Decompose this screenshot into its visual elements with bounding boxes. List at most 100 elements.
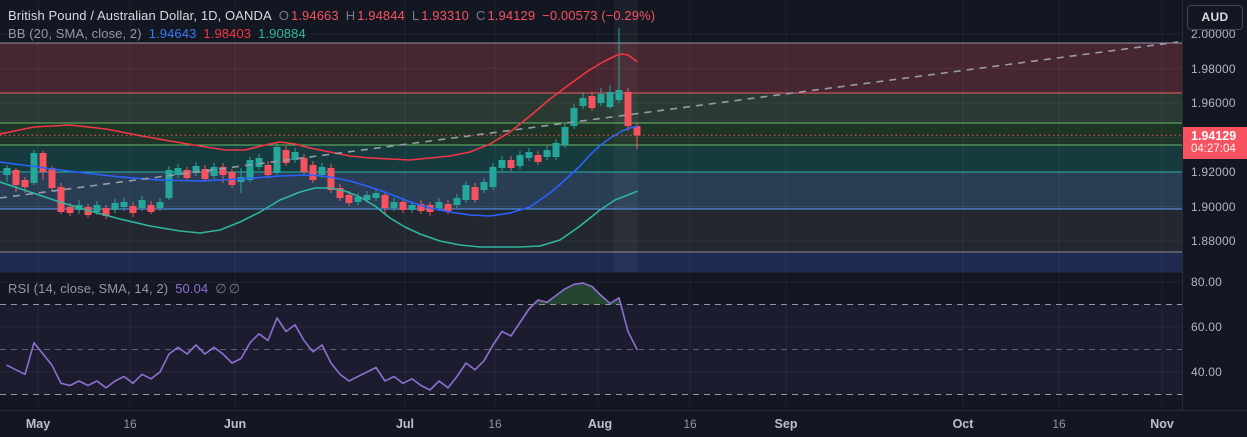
bb-legend[interactable]: BB (20, SMA, close, 2) 1.94643 1.98403 1.90…: [8, 25, 313, 42]
sr-zone-band: [0, 209, 1182, 252]
candle-body: [408, 204, 416, 211]
bar-countdown: 04:27:04: [1191, 143, 1236, 156]
candle-body: [156, 201, 164, 209]
candle-body: [255, 157, 263, 167]
candle-body: [282, 150, 290, 163]
candle-body: [165, 169, 173, 198]
candle-body: [57, 187, 65, 213]
ohlc-high-label: H: [345, 8, 356, 23]
candle-body: [381, 194, 389, 209]
candle-body: [129, 205, 137, 214]
ohlc-low-value: 1.93310: [421, 8, 469, 23]
candle-body: [264, 164, 272, 176]
price-axis-label: 1.98000: [1191, 61, 1236, 76]
rsi-chart-canvas[interactable]: [0, 273, 1182, 410]
candle-body: [399, 201, 407, 211]
candle-body: [3, 167, 11, 176]
time-axis-label: Jul: [395, 417, 415, 431]
candle-body: [345, 194, 353, 203]
candle-body: [327, 167, 335, 190]
rsi-value: 50.04: [175, 281, 209, 296]
time-axis[interactable]: May 16 Jun Jul 16 Aug 16 Sep Oct 16 Nov: [0, 410, 1247, 437]
candle-body: [588, 95, 596, 109]
candle-body: [210, 166, 218, 177]
time-axis-label: Nov: [1150, 417, 1174, 431]
candle-body: [66, 207, 74, 214]
rsi-indicator-title: RSI (14, close, SMA, 14, 2): [8, 281, 169, 296]
bb-upper-line: [0, 53, 638, 161]
price-axis-label: 1.96000: [1191, 96, 1236, 110]
bb-basis-value: 1.94643: [148, 26, 197, 41]
candle-body: [48, 167, 56, 189]
rsi-pane[interactable]: [0, 273, 1182, 410]
time-axis-label: 16: [683, 417, 697, 431]
candle-body: [201, 168, 209, 180]
sr-zone-band: [0, 123, 1182, 145]
price-axis-label: 1.92000: [1191, 165, 1236, 179]
trendline-dashed: [0, 41, 1179, 199]
price-axis[interactable]: AUD 1.94129 04:27:04 2.00000 1.98000 1.960…: [1182, 0, 1247, 410]
ohlc-low-label: L: [411, 8, 420, 23]
price-axis-label: 1.88000: [1191, 234, 1236, 248]
rsi-ma-value-1: ∅: [215, 281, 227, 296]
last-bars-highlight: [614, 0, 638, 272]
rsi-ma-value-2: ∅: [228, 281, 241, 296]
candle-body: [354, 196, 362, 202]
candle-body: [93, 204, 101, 213]
candle-body: [309, 164, 317, 181]
candle-body: [228, 172, 236, 186]
ohlc-close-value: 1.94129: [487, 8, 536, 23]
candle-body: [372, 192, 380, 198]
bb-upper-value: 1.98403: [203, 26, 252, 41]
bb-lower-value: 1.90884: [258, 26, 306, 41]
candle-body: [462, 185, 470, 200]
currency-button[interactable]: AUD: [1187, 5, 1243, 30]
candle-body: [579, 97, 587, 107]
time-axis-label: 16: [1052, 417, 1066, 431]
candle-body: [273, 147, 281, 174]
candle-body: [363, 194, 371, 200]
candle-body: [39, 153, 47, 172]
candle-body: [435, 201, 443, 209]
time-axis-label: Aug: [587, 417, 613, 431]
candle-body: [561, 126, 569, 146]
candle-body: [417, 203, 425, 212]
candle-body: [291, 152, 299, 160]
candle-body: [615, 89, 623, 100]
price-axis-label: 80.00: [1191, 275, 1223, 289]
ohlc-open-label: O: [278, 8, 290, 23]
rsi-line: [6, 282, 638, 391]
ohlc-high-value: 1.94844: [357, 8, 405, 23]
candle-body: [30, 153, 38, 184]
candle-body: [336, 188, 344, 198]
candle-body: [633, 126, 641, 136]
last-price-value: 1.94129: [1191, 129, 1237, 144]
price-axis-label: 60.00: [1191, 320, 1223, 334]
rsi-legend[interactable]: RSI (14, close, SMA, 14, 2) 50.04 ∅ ∅: [8, 280, 247, 297]
time-axis-label: 16: [488, 417, 502, 431]
candle-body: [174, 167, 182, 176]
pane-separator[interactable]: [0, 272, 1182, 273]
candle-body: [390, 201, 398, 209]
sr-zone-band: [0, 145, 1182, 172]
candle-body: [471, 187, 479, 200]
candle-body: [525, 152, 533, 158]
main-price-pane[interactable]: [0, 0, 1182, 272]
candle-body: [246, 159, 254, 181]
candle-body: [138, 199, 146, 209]
price-chart-canvas[interactable]: [0, 0, 1182, 272]
candle-body: [543, 150, 551, 157]
ohlc-close-label: C: [475, 8, 486, 23]
candle-body: [102, 208, 110, 217]
candle-body: [498, 159, 506, 168]
candle-body: [597, 93, 605, 103]
candle-body: [444, 203, 452, 212]
symbol-legend[interactable]: British Pound / Australian Dollar, 1D, O…: [8, 7, 662, 24]
rsi-overbought-fill: [533, 283, 621, 305]
price-axis-label: 1.90000: [1191, 199, 1236, 214]
candle-body: [507, 159, 515, 168]
candle-body: [120, 201, 128, 208]
candle-body: [111, 202, 119, 211]
candle-body: [21, 180, 29, 188]
candle-body: [606, 91, 614, 108]
